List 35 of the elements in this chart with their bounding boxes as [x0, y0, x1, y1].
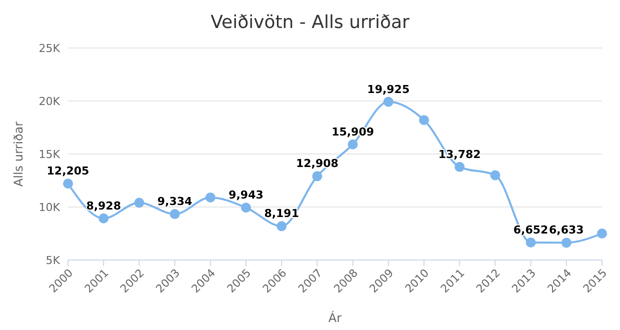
- point: [205, 192, 216, 202]
- point: [63, 178, 73, 189]
- data-label: 6,652: [513, 223, 548, 236]
- point: [312, 171, 322, 182]
- point: [561, 238, 572, 248]
- point: [170, 209, 180, 220]
- y-tick-label: 25K: [38, 42, 61, 55]
- data-label: 15,909: [332, 125, 374, 138]
- point: [134, 198, 144, 208]
- y-tick-label: 5K: [46, 254, 61, 267]
- y-axis-title: Alls urriðar: [11, 121, 26, 187]
- x-axis-title: Ár: [328, 310, 342, 325]
- point: [241, 202, 251, 213]
- y-tick-label: 10K: [38, 200, 61, 214]
- data-label: 8,928: [86, 199, 121, 212]
- y-tick-label: 15K: [38, 148, 61, 161]
- data-label: 9,943: [228, 188, 264, 202]
- data-label: 13,782: [438, 148, 481, 161]
- data-label: 19,925: [367, 82, 410, 96]
- point: [419, 115, 429, 126]
- chart-title: Veiðivötn - Alls urriðar: [210, 11, 410, 35]
- data-label: 12,908: [296, 157, 338, 170]
- data-label: 9,334: [157, 195, 193, 208]
- data-label: 8,191: [264, 207, 299, 220]
- point: [98, 213, 109, 224]
- point: [383, 96, 394, 107]
- data-label: 6,633: [549, 224, 584, 237]
- point: [276, 221, 287, 232]
- point: [454, 162, 465, 172]
- point: [526, 237, 536, 248]
- point: [348, 139, 358, 150]
- data-label: 12,205: [46, 164, 90, 178]
- point: [597, 228, 607, 238]
- point: [490, 170, 500, 180]
- y-tick-label: 20K: [38, 94, 61, 108]
